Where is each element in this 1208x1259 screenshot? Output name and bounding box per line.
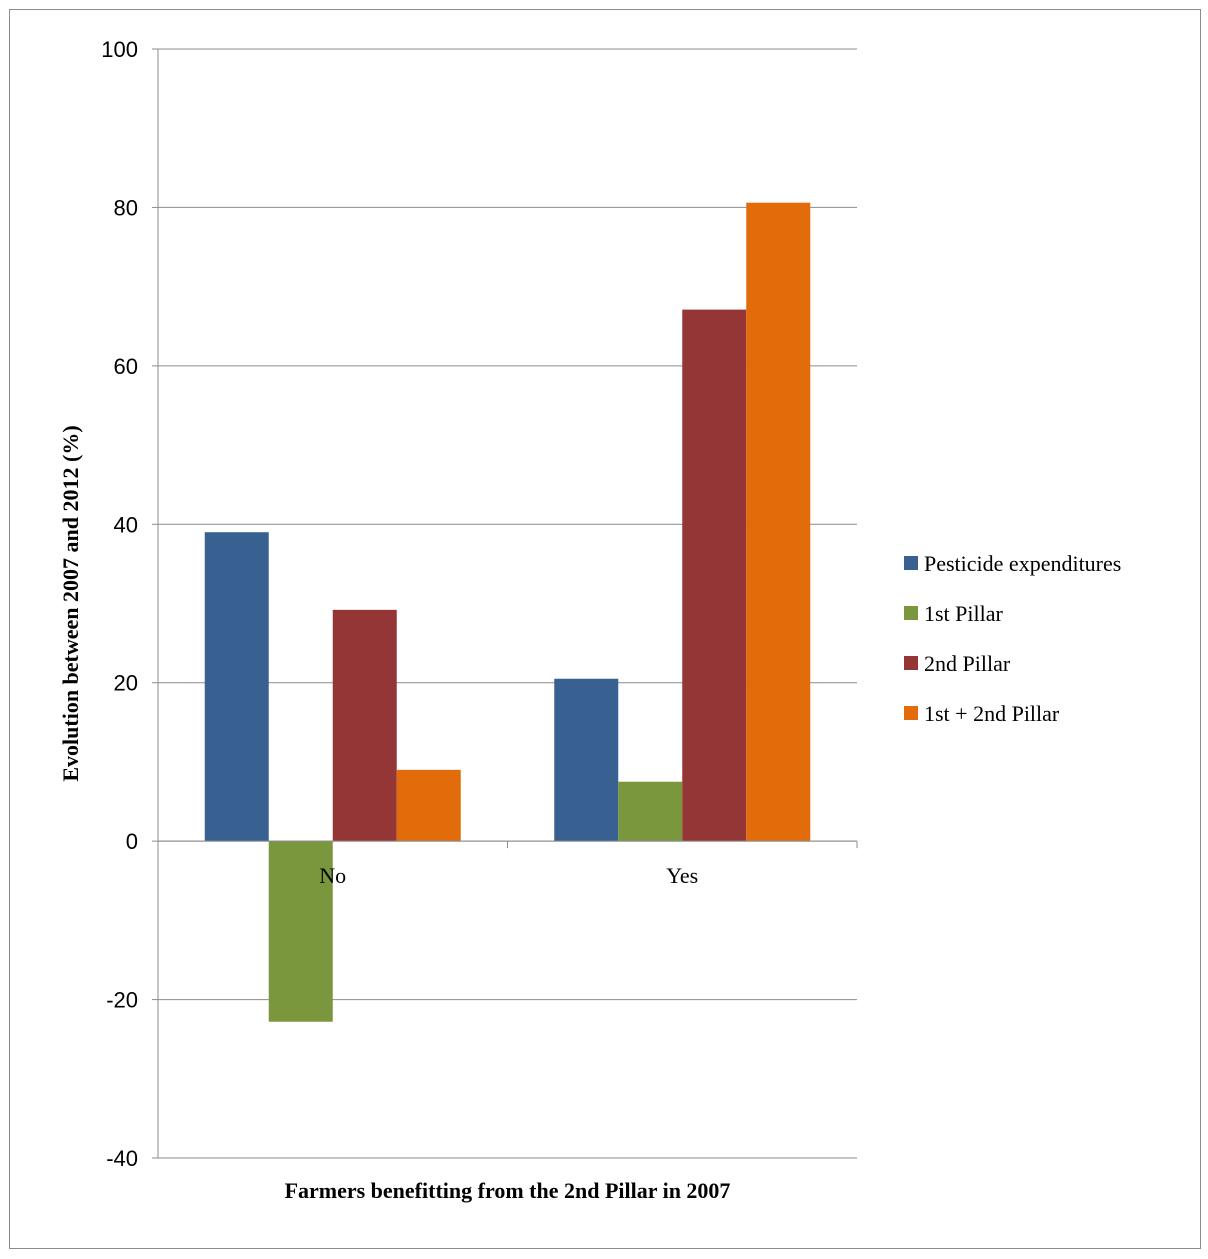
legend-label: 1st Pillar <box>924 601 1004 626</box>
legend-label: 2nd Pillar <box>924 651 1011 676</box>
y-tick-label: -40 <box>106 1146 138 1171</box>
bar <box>396 769 461 842</box>
chart-area: 100 80 60 40 20 0 -20 -40 No Yes Evolution betwe… <box>9 9 1201 1249</box>
legend-swatch <box>904 606 918 620</box>
y-tick-label: 0 <box>126 829 138 854</box>
legend-label: Pesticide expenditures <box>924 551 1121 576</box>
x-axis-title: Farmers benefitting from the 2nd Pillar … <box>285 1178 731 1203</box>
bar <box>618 781 683 842</box>
bar <box>268 841 333 1022</box>
x-tick-labels: No Yes <box>319 863 698 888</box>
x-tick-label: No <box>319 863 346 888</box>
x-tick-label: Yes <box>666 863 698 888</box>
axes <box>152 48 858 1159</box>
y-tick-label: 100 <box>101 37 138 62</box>
legend-swatch <box>904 556 918 570</box>
bar <box>332 609 397 842</box>
bars <box>204 202 811 1022</box>
bar <box>204 532 269 842</box>
bar <box>554 678 619 842</box>
y-tick-label: 20 <box>114 671 138 696</box>
bar <box>746 202 811 842</box>
legend-swatch <box>904 656 918 670</box>
y-tick-labels: 100 80 60 40 20 0 -20 -40 <box>101 37 138 1171</box>
bar-chart: 100 80 60 40 20 0 -20 -40 No Yes Evolution betwe… <box>58 37 1121 1203</box>
y-tick-label: -20 <box>106 988 138 1013</box>
legend-label: 1st + 2nd Pillar <box>924 701 1060 726</box>
legend-swatch <box>904 706 918 720</box>
y-tick-label: 80 <box>114 195 138 220</box>
y-axis-title: Evolution between 2007 and 2012 (%) <box>58 425 83 781</box>
y-tick-label: 60 <box>114 354 138 379</box>
legend: Pesticide expenditures 1st Pillar 2nd Pill… <box>904 551 1121 726</box>
y-tick-label: 40 <box>114 512 138 537</box>
bar <box>682 309 747 842</box>
